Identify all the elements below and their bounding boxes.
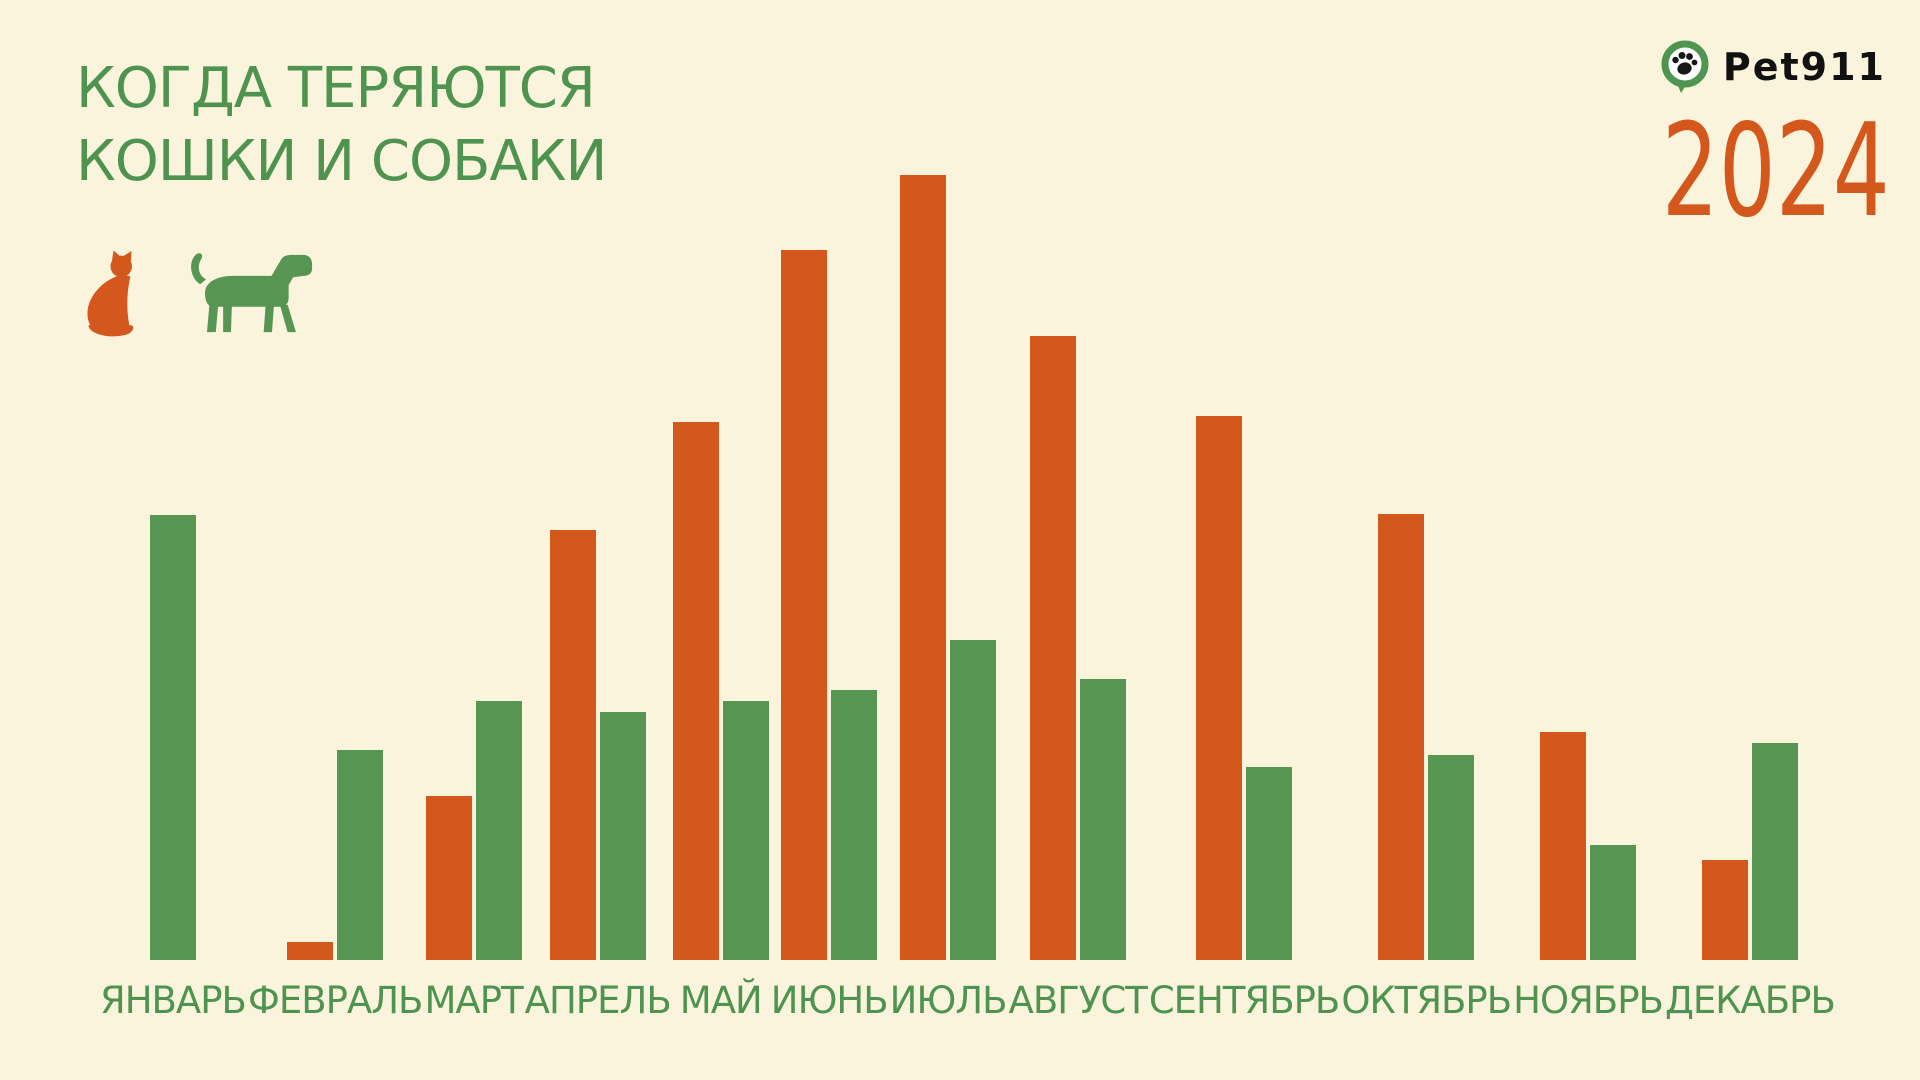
dogs-bar <box>831 690 878 960</box>
cats-bar <box>1540 732 1587 960</box>
cats-bar <box>900 175 947 960</box>
month-label: АВГУСТ <box>1008 979 1148 1022</box>
dogs-bar <box>950 640 997 960</box>
pet911-logo-icon <box>1661 40 1709 93</box>
bar-pair <box>672 170 769 960</box>
month-label: ИЮЛЬ <box>889 979 1008 1022</box>
month-group-7: ИЮЛЬ <box>890 170 1007 1021</box>
page-title: КОГДА ТЕРЯЮТСЯ КОШКИ И СОБАКИ <box>76 52 607 198</box>
legend <box>80 250 314 338</box>
month-group-2: ФЕВРАЛЬ <box>247 170 423 1022</box>
month-label: СЕНТЯБРЬ <box>1148 979 1340 1022</box>
logo: Pet911 <box>1661 40 1886 94</box>
month-label: МАРТ <box>424 979 523 1022</box>
bar-pair <box>1540 170 1637 960</box>
month-label: МАЙ <box>679 979 763 1022</box>
cats-bar <box>1701 860 1748 960</box>
dogs-bar <box>149 515 196 960</box>
dogs-bar <box>1751 743 1798 960</box>
cats-bar <box>1196 416 1243 960</box>
month-group-4: АПРЕЛЬ <box>524 170 672 1022</box>
title-line-1: КОГДА ТЕРЯЮТСЯ <box>76 56 596 121</box>
month-group-12: ДЕКАБРЬ <box>1664 170 1836 1022</box>
dogs-bar <box>722 701 769 960</box>
dogs-bar <box>599 712 646 960</box>
month-label: ФЕВРАЛЬ <box>247 979 423 1022</box>
logo-paw <box>1672 52 1698 75</box>
cats-bar <box>425 796 472 960</box>
cat-icon <box>87 250 134 337</box>
dogs-bar <box>1079 679 1126 960</box>
bar-pair <box>1378 170 1475 960</box>
month-group-5: МАЙ <box>672 170 769 1022</box>
dogs-bar <box>1428 755 1475 960</box>
logo-text: Pet911 <box>1722 45 1886 89</box>
year-label: 2024 <box>1661 97 1890 246</box>
bar-pair <box>425 170 522 960</box>
dogs-bar <box>1246 767 1293 960</box>
title-line-2: КОШКИ И СОБАКИ <box>76 129 607 194</box>
bar-pair <box>1701 170 1798 960</box>
month-group-10: ОКТЯБРЬ <box>1341 170 1512 1022</box>
month-group-3: МАРТ <box>424 170 524 1022</box>
month-label: ЯНВАРЬ <box>100 979 247 1022</box>
bar-pair <box>781 170 878 960</box>
cats-bar <box>549 530 596 960</box>
month-label: ДЕКАБРЬ <box>1664 979 1836 1022</box>
month-group-9: СЕНТЯБРЬ <box>1148 170 1340 1022</box>
cats-bar <box>1378 514 1425 960</box>
cats-bar <box>1029 336 1076 960</box>
bar-pair <box>149 170 196 960</box>
month-label: ОКТЯБРЬ <box>1341 979 1512 1022</box>
bar-pair <box>1029 170 1126 960</box>
bar-pair <box>287 170 384 960</box>
bar-pair <box>549 170 646 960</box>
dogs-bar <box>337 750 384 960</box>
month-label: НОЯБРЬ <box>1513 979 1664 1022</box>
month-group-11: НОЯБРЬ <box>1513 170 1664 1022</box>
dog-icon <box>191 253 313 333</box>
month-label: АПРЕЛЬ <box>524 979 672 1022</box>
month-group-6: ИЮНЬ <box>770 170 889 1022</box>
cats-bar <box>781 250 828 960</box>
bar-pair <box>1196 170 1293 960</box>
cats-bar <box>672 422 719 960</box>
bar-chart: ЯНВАРЬ ФЕВРАЛЬ МАРТ АПРЕЛЬ МАЙ ИЮНЬ ИЮЛЬ АВГУСТ… <box>100 170 1836 1022</box>
dogs-bar <box>1590 845 1637 960</box>
bar-pair <box>900 170 997 960</box>
month-group-1: ЯНВАРЬ <box>100 170 247 1022</box>
cats-bar <box>287 942 334 960</box>
dogs-bar <box>475 701 522 960</box>
month-label: ИЮНЬ <box>770 979 889 1022</box>
month-group-8: АВГУСТ <box>1008 170 1148 1022</box>
